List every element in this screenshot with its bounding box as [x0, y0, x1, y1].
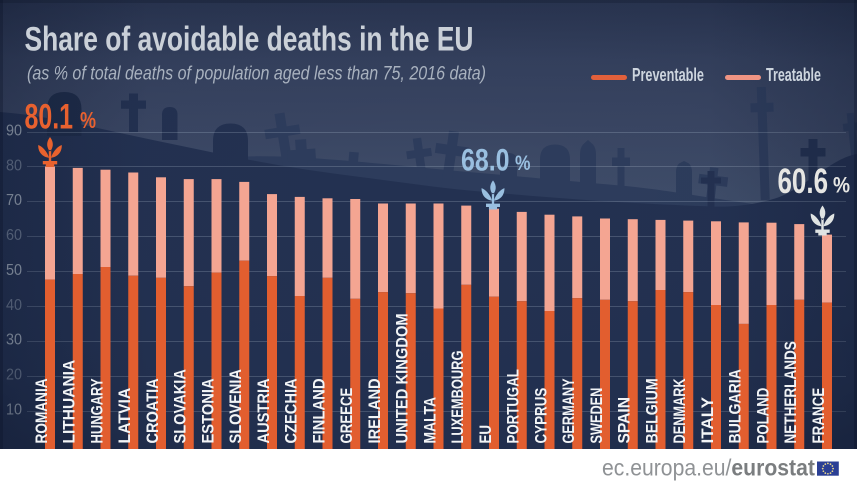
svg-text:EU: EU — [476, 425, 495, 444]
svg-text:%: % — [833, 172, 850, 197]
svg-text:PORTUGAL: PORTUGAL — [504, 369, 523, 443]
svg-text:BELGIUM: BELGIUM — [642, 378, 661, 443]
svg-text:SWEDEN: SWEDEN — [587, 388, 606, 444]
svg-text:ec.europa.eu/: ec.europa.eu/ — [602, 455, 732, 481]
svg-text:(as % of total deaths of popul: (as % of total deaths of population aged… — [27, 63, 486, 84]
svg-text:NETHERLANDS: NETHERLANDS — [781, 341, 800, 443]
svg-text:60.6: 60.6 — [778, 162, 829, 201]
svg-text:DENMARK: DENMARK — [670, 378, 689, 444]
svg-text:SLOVAKIA: SLOVAKIA — [171, 369, 190, 443]
svg-text:FINLAND: FINLAND — [309, 378, 328, 443]
svg-text:CYPRUS: CYPRUS — [531, 388, 550, 444]
svg-text:HUNGARY: HUNGARY — [87, 378, 106, 444]
svg-text:80.1: 80.1 — [25, 98, 74, 137]
svg-text:CROATIA: CROATIA — [143, 378, 162, 443]
svg-text:ITALY: ITALY — [698, 396, 717, 443]
svg-text:UNITED KINGDOM: UNITED KINGDOM — [393, 313, 412, 443]
svg-text:CZECHIA: CZECHIA — [282, 378, 301, 443]
svg-text:LITHUANIA: LITHUANIA — [60, 360, 79, 444]
svg-text:LATVIA: LATVIA — [115, 388, 134, 444]
svg-text:Share of avoidable deaths in t: Share of avoidable deaths in the EU — [25, 21, 474, 59]
svg-text:68.0: 68.0 — [461, 142, 510, 178]
svg-text:%: % — [80, 107, 96, 133]
svg-text:ROMANIA: ROMANIA — [32, 378, 51, 443]
svg-text:SLOVENIA: SLOVENIA — [226, 369, 245, 443]
svg-text:GERMANY: GERMANY — [559, 378, 578, 444]
svg-text:AUSTRIA: AUSTRIA — [254, 378, 273, 443]
svg-text:Treatable: Treatable — [766, 64, 821, 85]
svg-text:Preventable: Preventable — [632, 64, 704, 85]
svg-text:BULGARIA: BULGARIA — [726, 369, 745, 443]
svg-text:SPAIN: SPAIN — [615, 397, 634, 444]
svg-text:POLAND: POLAND — [753, 388, 772, 444]
svg-text:MALTA: MALTA — [420, 397, 439, 444]
svg-text:eurostat: eurostat — [731, 455, 815, 481]
svg-text:FRANCE: FRANCE — [809, 388, 828, 444]
svg-text:LUXEMBOURG: LUXEMBOURG — [448, 351, 467, 444]
svg-text:IRELAND: IRELAND — [365, 378, 384, 443]
svg-text:%: % — [515, 152, 531, 175]
svg-text:ESTONIA: ESTONIA — [198, 378, 217, 443]
svg-text:GREECE: GREECE — [337, 388, 356, 444]
